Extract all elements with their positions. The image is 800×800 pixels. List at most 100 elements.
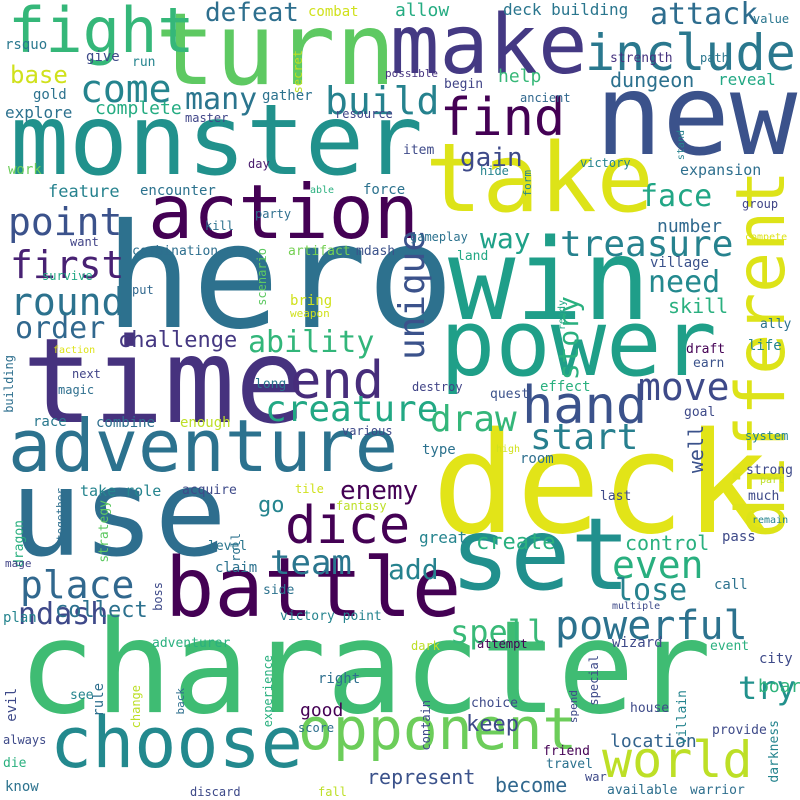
word-pass: pass — [722, 529, 756, 545]
word-complete: complete — [95, 98, 182, 119]
word-hide: hide — [480, 164, 509, 178]
word-type: type — [422, 442, 456, 458]
word-scenario: scenario — [255, 248, 269, 306]
word-give: give — [86, 49, 120, 65]
word-city: city — [759, 651, 793, 667]
word-day: day — [248, 157, 270, 171]
word-hand: hand — [522, 376, 648, 436]
word-skill: skill — [668, 294, 729, 318]
word-possible: possible — [385, 67, 438, 80]
word-help: help — [498, 66, 542, 87]
word-even: even — [612, 543, 704, 587]
word-friend: friend — [543, 744, 590, 759]
word-darkness: darkness — [767, 720, 782, 783]
word-great: great — [419, 528, 468, 547]
word-gold: gold — [33, 87, 67, 103]
word-powerful: powerful — [555, 603, 748, 649]
word-claim: claim — [215, 560, 258, 576]
word-start: start — [530, 417, 639, 458]
word-team: team — [270, 543, 352, 583]
word-build: build — [325, 79, 440, 123]
word-number: number — [657, 216, 723, 237]
word-victory: victory — [580, 156, 631, 170]
word-run: run — [132, 55, 156, 70]
word-time: time — [22, 312, 307, 450]
word-want: want — [70, 235, 99, 249]
word-see: see — [70, 688, 94, 703]
word-next: next — [72, 367, 101, 381]
word-adventure: adventure — [8, 404, 399, 488]
word-creature: creature — [265, 389, 439, 430]
word-base: base — [10, 61, 68, 89]
word-strategy: strategy — [97, 500, 112, 563]
word-enemy: enemy — [340, 476, 419, 506]
word-deck: deck — [432, 403, 770, 566]
word-ancient: ancient — [520, 91, 571, 105]
word-group: group — [742, 197, 779, 211]
word-gain: gain — [460, 143, 523, 173]
word-put: put — [132, 283, 154, 297]
word-know: know — [5, 779, 39, 795]
word-take-role: take role — [80, 482, 162, 500]
word-explore: explore — [5, 103, 73, 122]
word-work: work — [8, 162, 42, 178]
word-find: find — [440, 88, 566, 148]
word-warrior: warrior — [690, 783, 745, 798]
word-combat: combat — [308, 4, 359, 20]
word-unique: unique — [392, 230, 433, 361]
word-add: add — [388, 553, 439, 586]
word-goal: goal — [684, 405, 716, 420]
word-party: party — [255, 207, 292, 221]
word-gather: gather — [262, 88, 313, 104]
word-resource: resource — [335, 107, 393, 121]
word-encounter: encounter — [140, 183, 216, 199]
word-ability: ability — [248, 325, 375, 360]
word-plan: plan — [3, 610, 37, 626]
word-location: location — [610, 731, 697, 752]
word-strong: strong — [746, 463, 793, 478]
word-expansion: expansion — [680, 161, 762, 179]
word-go: go — [258, 493, 285, 518]
word-include: include — [585, 24, 796, 82]
word-score: score — [298, 721, 335, 735]
word-combine: combine — [96, 415, 156, 431]
word-life: life — [748, 338, 782, 354]
word-fall: fall — [318, 785, 347, 799]
word-compete: compete — [745, 232, 788, 243]
word-rule: rule — [91, 683, 107, 717]
word-turn: turn — [155, 0, 396, 108]
word-remain: remain — [752, 515, 789, 526]
word-allow: allow — [395, 0, 450, 21]
word-travel: travel — [546, 757, 593, 772]
word-multiple: multiple — [612, 601, 661, 612]
word-keep: keep — [466, 712, 519, 737]
word-fantasy: fantasy — [336, 499, 387, 513]
word-opponent: opponent — [298, 695, 578, 763]
word-attempt: attempt — [477, 637, 528, 651]
word-high: high — [496, 444, 521, 455]
word-world: world — [602, 731, 753, 789]
word-destroy: destroy — [412, 380, 463, 394]
word-fight: fight — [8, 0, 195, 67]
word-various: various — [342, 424, 393, 438]
word-first: first — [10, 243, 125, 287]
word-war: war — [585, 770, 607, 784]
word-move: move — [638, 365, 730, 409]
word-feature: feature — [48, 182, 120, 202]
word-win: win — [448, 216, 651, 346]
word-control: control — [625, 531, 710, 555]
word-ndash: ndash — [18, 597, 109, 632]
word-end: end — [290, 351, 384, 411]
word-point: point — [8, 200, 123, 244]
word-create: create — [476, 530, 556, 555]
word-quest: quest — [490, 387, 530, 402]
word-earn: earn — [693, 356, 725, 371]
word-use: use — [10, 445, 227, 584]
word-much: much — [748, 489, 780, 504]
word-hero: hero — [105, 193, 455, 362]
word-side: side — [263, 583, 295, 598]
word-room: room — [520, 451, 554, 467]
word-ready: ready — [557, 300, 568, 331]
word-always: always — [3, 733, 47, 747]
